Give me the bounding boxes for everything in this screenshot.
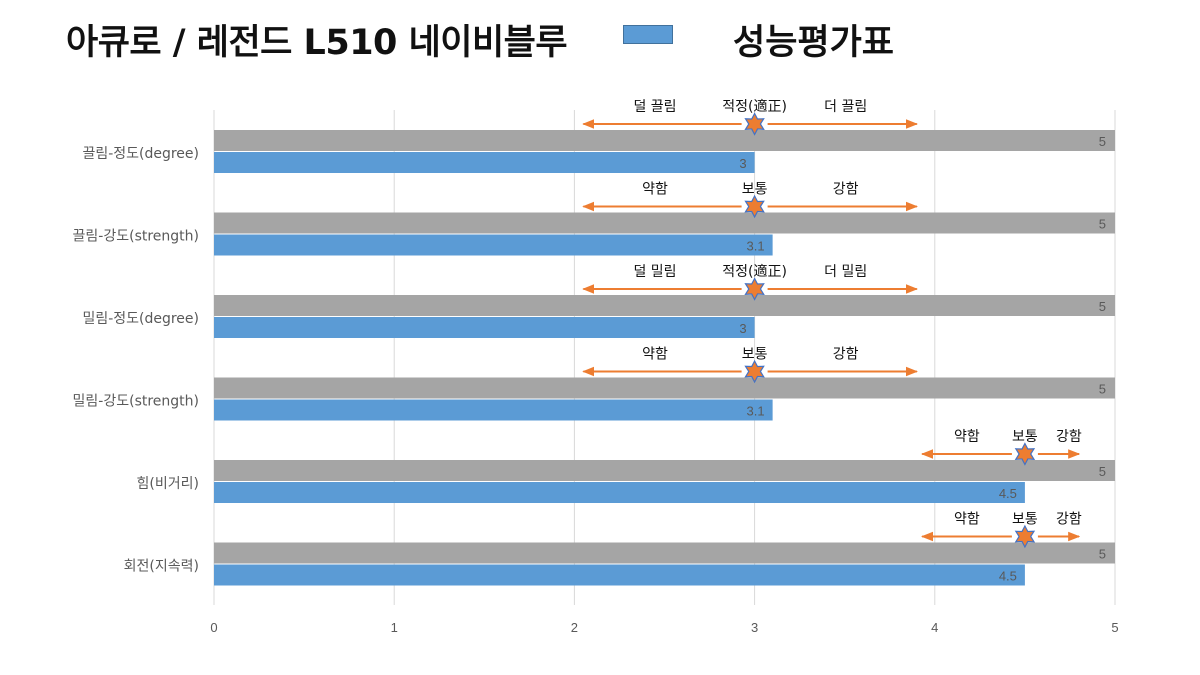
page-title: 아큐로 / 레전드 L510 네이비블루 <box>66 23 568 63</box>
x-tick-label: 4 <box>931 620 938 635</box>
scale-left-label: 약함 <box>642 182 668 198</box>
max-bar <box>214 130 1115 151</box>
scale-left-label: 약함 <box>954 429 980 445</box>
star-marker <box>1014 442 1036 466</box>
star-marker <box>744 112 765 136</box>
scale-right-label: 강함 <box>1056 429 1082 445</box>
max-value-label: 5 <box>1099 134 1106 149</box>
max-value-label: 5 <box>1099 299 1106 314</box>
value-bar <box>214 234 773 256</box>
max-bar <box>214 212 1115 234</box>
x-tick-label: 0 <box>210 620 217 635</box>
category-label: 밀림-강도(strength) <box>73 394 199 410</box>
x-tick-label: 5 <box>1111 620 1118 635</box>
scale-mid-label: 보통 <box>742 347 768 363</box>
star-marker <box>744 194 765 219</box>
value-label: 3 <box>739 321 746 336</box>
scale-left-label: 약함 <box>642 347 668 363</box>
value-bar <box>214 152 755 173</box>
scale-mid-label: 적정(適正) <box>722 98 787 115</box>
max-bar <box>214 542 1115 564</box>
max-value-label: 5 <box>1099 217 1106 232</box>
scale-right-label: 더 밀림 <box>824 264 867 280</box>
category-label: 회전(지속력) <box>124 559 199 575</box>
category-label: 밀림-정도(degree) <box>82 311 199 327</box>
scale-mid-label: 보통 <box>1012 429 1038 445</box>
max-bar <box>214 295 1115 316</box>
legend-label: 성능평가표 <box>733 23 895 63</box>
scale-right-label: 강함 <box>833 347 859 363</box>
x-tick-label: 3 <box>751 620 758 635</box>
value-label: 3.1 <box>747 404 765 419</box>
x-tick-label: 1 <box>391 620 398 635</box>
scale-left-label: 약함 <box>954 512 980 528</box>
value-label: 3.1 <box>747 239 765 254</box>
scale-right-label: 강함 <box>833 182 859 198</box>
scale-mid-label: 적정(適正) <box>722 263 787 280</box>
category-label: 끌림-강도(strength) <box>73 229 199 245</box>
category-label: 끌림-정도(degree) <box>82 146 199 162</box>
category-label: 힘(비거리) <box>137 476 199 492</box>
max-value-label: 5 <box>1099 382 1106 397</box>
max-bar <box>214 460 1115 481</box>
value-bar <box>214 399 773 421</box>
max-value-label: 5 <box>1099 464 1106 479</box>
scale-right-label: 강함 <box>1056 512 1082 528</box>
scale-left-label: 덜 끌림 <box>633 99 676 115</box>
star-marker <box>744 277 765 301</box>
max-bar <box>214 377 1115 399</box>
scale-right-label: 더 끌림 <box>824 99 867 115</box>
star-marker <box>1014 524 1036 549</box>
scale-mid-label: 보통 <box>742 182 768 198</box>
value-label: 4.5 <box>999 486 1017 501</box>
value-label: 3 <box>739 156 746 171</box>
value-label: 4.5 <box>999 569 1017 584</box>
value-bar <box>214 564 1025 586</box>
value-bar <box>214 482 1025 503</box>
legend-swatch <box>623 25 673 44</box>
star-marker <box>744 359 765 384</box>
scale-mid-label: 보통 <box>1012 512 1038 528</box>
value-bar <box>214 317 755 338</box>
scale-left-label: 덜 밀림 <box>633 264 676 280</box>
max-value-label: 5 <box>1099 547 1106 562</box>
x-tick-label: 2 <box>571 620 578 635</box>
